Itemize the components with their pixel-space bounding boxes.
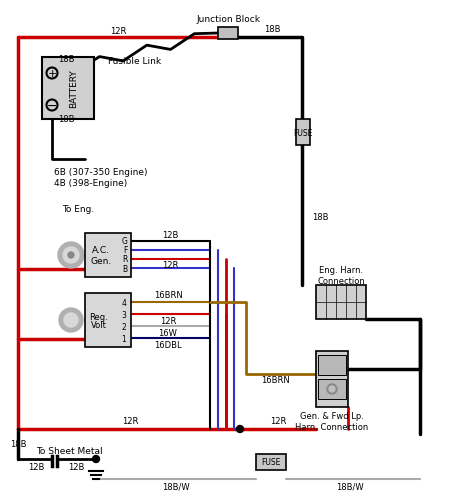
Text: BATTERY: BATTERY xyxy=(70,70,79,108)
Text: 6B (307-350 Engine)
4B (398-Engine): 6B (307-350 Engine) 4B (398-Engine) xyxy=(54,168,147,187)
Text: 16BRN: 16BRN xyxy=(154,291,182,300)
Text: 12R: 12R xyxy=(122,417,138,426)
Text: Junction Block: Junction Block xyxy=(196,16,260,25)
Text: 18B: 18B xyxy=(58,115,74,124)
Circle shape xyxy=(64,313,78,327)
Circle shape xyxy=(327,384,337,394)
Text: Reg.: Reg. xyxy=(90,312,109,321)
Bar xyxy=(318,355,346,375)
Text: 12R: 12R xyxy=(160,316,176,325)
Text: 12B: 12B xyxy=(162,230,178,239)
Circle shape xyxy=(329,386,335,392)
Text: 12R: 12R xyxy=(162,261,178,270)
Text: A.C.
Gen.: A.C. Gen. xyxy=(91,246,111,265)
Bar xyxy=(42,58,94,120)
Bar xyxy=(218,28,238,40)
Circle shape xyxy=(92,455,100,462)
Text: G: G xyxy=(122,237,128,246)
Text: Eng. Harn.
Connection: Eng. Harn. Connection xyxy=(317,266,365,285)
Circle shape xyxy=(68,253,74,259)
Text: 12B: 12B xyxy=(68,462,84,471)
Text: To Sheet Metal: To Sheet Metal xyxy=(36,446,103,455)
Text: To Eng.: To Eng. xyxy=(62,205,94,214)
Text: +: + xyxy=(47,69,57,79)
Text: 12R: 12R xyxy=(110,27,126,36)
Text: 16W: 16W xyxy=(159,328,177,337)
Circle shape xyxy=(237,426,244,433)
Text: Fusible Link: Fusible Link xyxy=(109,58,162,66)
Bar xyxy=(316,286,366,319)
Text: 2: 2 xyxy=(122,322,127,331)
Bar xyxy=(318,379,346,399)
Circle shape xyxy=(58,242,84,269)
Text: 18B: 18B xyxy=(58,56,74,64)
Text: Gen. & Fwd Lp.
Harn. Connection: Gen. & Fwd Lp. Harn. Connection xyxy=(295,411,369,431)
Text: 1: 1 xyxy=(122,334,127,343)
Bar xyxy=(85,294,131,347)
Text: 16DBL: 16DBL xyxy=(154,340,182,349)
Circle shape xyxy=(63,247,79,264)
Text: F: F xyxy=(123,246,127,255)
Text: B: B xyxy=(122,264,128,273)
Text: 18B/W: 18B/W xyxy=(336,481,364,490)
Text: 18B: 18B xyxy=(312,213,328,222)
Text: FUSE: FUSE xyxy=(261,457,281,466)
Text: Volt: Volt xyxy=(91,321,107,330)
Bar xyxy=(296,120,310,146)
Bar xyxy=(316,351,348,407)
Text: −: − xyxy=(47,99,57,112)
Text: 18B: 18B xyxy=(264,26,280,35)
Text: 18B/W: 18B/W xyxy=(162,481,190,490)
Text: 16BRN: 16BRN xyxy=(261,376,289,385)
Text: 18B: 18B xyxy=(10,439,27,448)
Text: 3: 3 xyxy=(121,310,127,319)
Text: 12R: 12R xyxy=(270,417,286,426)
Circle shape xyxy=(59,309,83,332)
Text: 4: 4 xyxy=(121,298,127,307)
Text: R: R xyxy=(122,255,128,264)
Bar xyxy=(85,233,131,278)
Text: FUSE: FUSE xyxy=(293,128,313,137)
Text: 12B: 12B xyxy=(28,462,44,471)
Bar xyxy=(256,454,286,470)
